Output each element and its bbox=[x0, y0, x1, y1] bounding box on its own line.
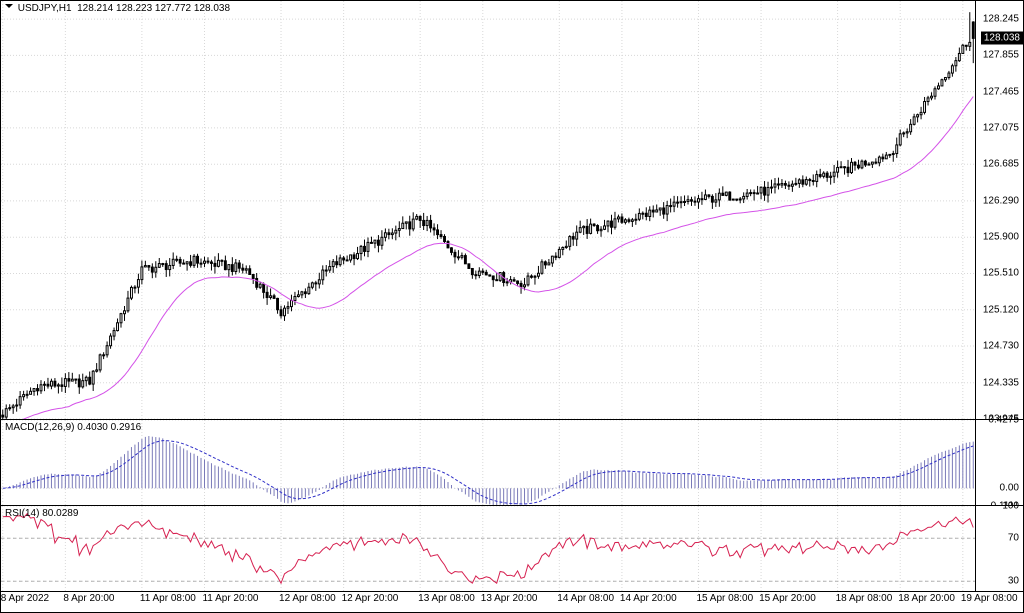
ytick-label: 127.855 bbox=[983, 50, 1019, 61]
last-price-tag: 128.038 bbox=[981, 32, 1023, 45]
xtick-label: 14 Apr 08:00 bbox=[557, 593, 614, 612]
ytick-label: 126.290 bbox=[983, 195, 1019, 206]
xtick-label: 11 Apr 08:00 bbox=[140, 593, 196, 612]
price-chart-svg bbox=[1, 1, 975, 419]
dropdown-icon bbox=[5, 4, 13, 12]
price-panel[interactable]: USDJPY,H1 128.214 128.223 127.772 128.03… bbox=[1, 1, 1023, 419]
ytick-label: 128.245 bbox=[983, 14, 1019, 25]
xtick-label: 14 Apr 20:00 bbox=[620, 593, 677, 612]
symbol-title: USDJPY,H1 128.214 128.223 127.772 128.03… bbox=[5, 3, 230, 14]
macd-title: MACD(12,26,9) 0.4030 0.2916 bbox=[5, 422, 141, 433]
ytick-label: 125.900 bbox=[983, 232, 1019, 243]
xtick-label: 15 Apr 08:00 bbox=[696, 593, 753, 612]
ohlc-label: 128.214 128.223 127.772 128.038 bbox=[77, 3, 230, 14]
ytick-label: 124.730 bbox=[983, 341, 1019, 352]
macd-panel[interactable]: MACD(12,26,9) 0.4030 0.2916 -0.11110.000… bbox=[1, 419, 1023, 505]
xtick-label: 15 Apr 20:00 bbox=[759, 593, 816, 612]
xtick-label: 19 Apr 08:00 bbox=[961, 593, 1018, 612]
xtick-label: 18 Apr 08:00 bbox=[836, 593, 893, 612]
time-xaxis: 8 Apr 2022 8 Apr 20:00 11 Apr 08:00 11 Apr … bbox=[1, 591, 1023, 612]
macd-svg bbox=[1, 420, 975, 506]
xtick-label: 8 Apr 2022 bbox=[1, 593, 49, 612]
ytick-label: 0.4275 bbox=[988, 415, 1019, 426]
xtick-label: 12 Apr 20:00 bbox=[342, 593, 399, 612]
xtick-label: 13 Apr 08:00 bbox=[418, 593, 475, 612]
ytick-label: 30 bbox=[1008, 576, 1019, 587]
macd-yaxis: -0.11110.000.4275 bbox=[975, 420, 1023, 505]
rsi-yaxis: 3070100 bbox=[975, 506, 1023, 591]
ytick-label: 127.465 bbox=[983, 86, 1019, 97]
ytick-label: 0.00 bbox=[1000, 483, 1019, 494]
xtick-label: 13 Apr 20:00 bbox=[481, 593, 538, 612]
chart-root: USDJPY,H1 128.214 128.223 127.772 128.03… bbox=[0, 0, 1024, 613]
rsi-title: RSI(14) 80.0289 bbox=[5, 508, 78, 519]
ytick-label: 70 bbox=[1008, 533, 1019, 544]
ytick-label: 124.335 bbox=[983, 377, 1019, 388]
symbol-label: USDJPY,H1 bbox=[18, 3, 72, 14]
price-yaxis: 128.038 123.945124.335124.730125.120125.… bbox=[975, 1, 1023, 419]
xtick-label: 8 Apr 20:00 bbox=[63, 593, 114, 612]
ytick-label: 126.685 bbox=[983, 159, 1019, 170]
xtick-label: 11 Apr 20:00 bbox=[202, 593, 258, 612]
ytick-label: 100 bbox=[1002, 501, 1019, 512]
ytick-label: 127.075 bbox=[983, 122, 1019, 133]
rsi-svg bbox=[1, 506, 975, 592]
ytick-label: 125.510 bbox=[983, 268, 1019, 279]
xtick-label: 18 Apr 20:00 bbox=[898, 593, 955, 612]
rsi-panel[interactable]: RSI(14) 80.0289 3070100 bbox=[1, 505, 1023, 591]
ytick-label: 125.120 bbox=[983, 304, 1019, 315]
xtick-label: 12 Apr 08:00 bbox=[279, 593, 336, 612]
